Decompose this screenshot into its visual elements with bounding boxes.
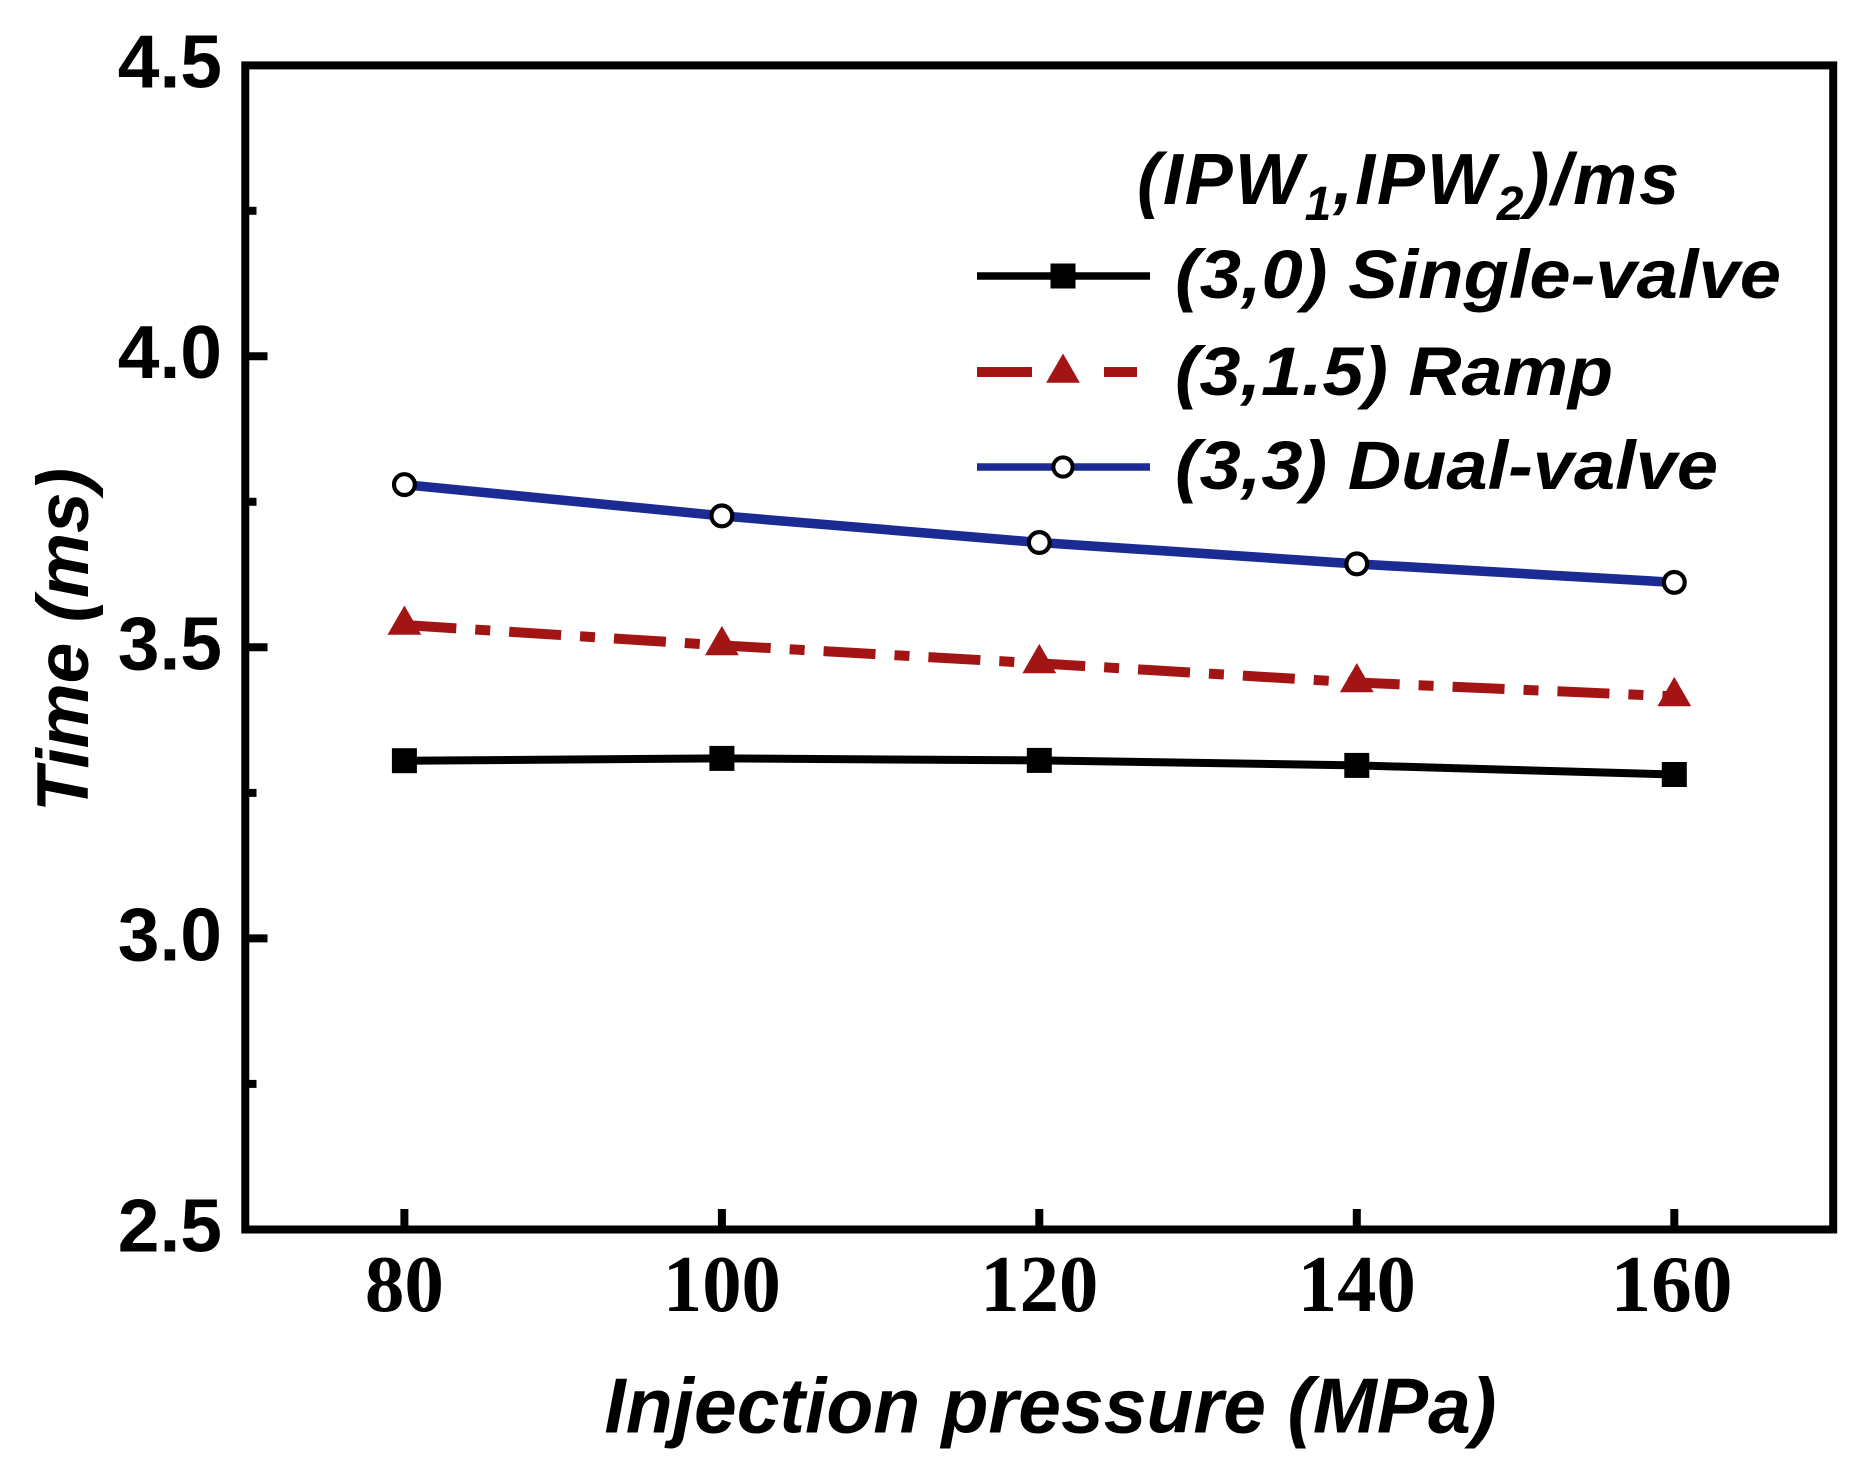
svg-text:(3,3) Dual-valve: (3,3) Dual-valve <box>1175 427 1718 504</box>
svg-text:100: 100 <box>663 1241 781 1329</box>
svg-text:(3,0) Single-valve: (3,0) Single-valve <box>1175 236 1781 313</box>
svg-text:(3,1.5) Ramp: (3,1.5) Ramp <box>1175 333 1613 410</box>
svg-text:120: 120 <box>980 1241 1098 1329</box>
svg-text:2.5: 2.5 <box>118 1184 222 1268</box>
svg-text:3.5: 3.5 <box>118 601 222 685</box>
svg-text:160: 160 <box>1611 1241 1733 1329</box>
svg-text:(IPW1,IPW2)/ms: (IPW1,IPW2)/ms <box>1137 140 1681 231</box>
svg-text:4.5: 4.5 <box>118 19 222 103</box>
svg-text:3.0: 3.0 <box>118 892 222 976</box>
svg-text:Injection pressure (MPa): Injection pressure (MPa) <box>604 1362 1496 1450</box>
svg-text:Time (ms): Time (ms) <box>23 468 104 812</box>
svg-text:80: 80 <box>365 1241 444 1329</box>
svg-text:4.0: 4.0 <box>118 310 222 394</box>
svg-text:140: 140 <box>1298 1241 1416 1329</box>
